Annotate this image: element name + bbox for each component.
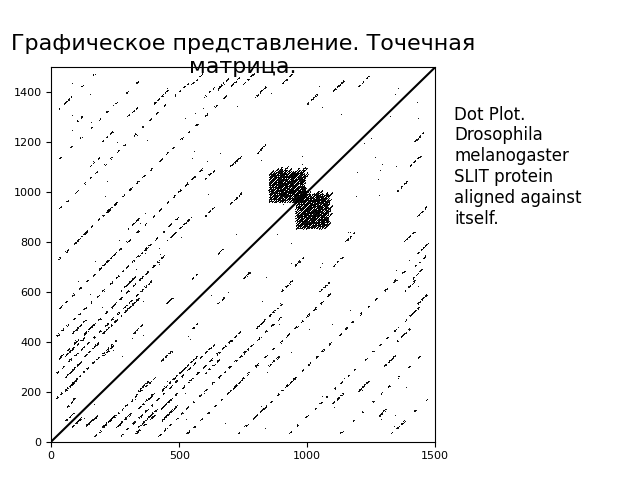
Text: Dot Plot.
Drosophila
melanogaster
SLIT protein
aligned against
itself.: Dot Plot. Drosophila melanogaster SLIT p…	[454, 106, 582, 228]
Text: Графическое представление. Точечная
матрица.: Графическое представление. Точечная матр…	[11, 34, 476, 77]
